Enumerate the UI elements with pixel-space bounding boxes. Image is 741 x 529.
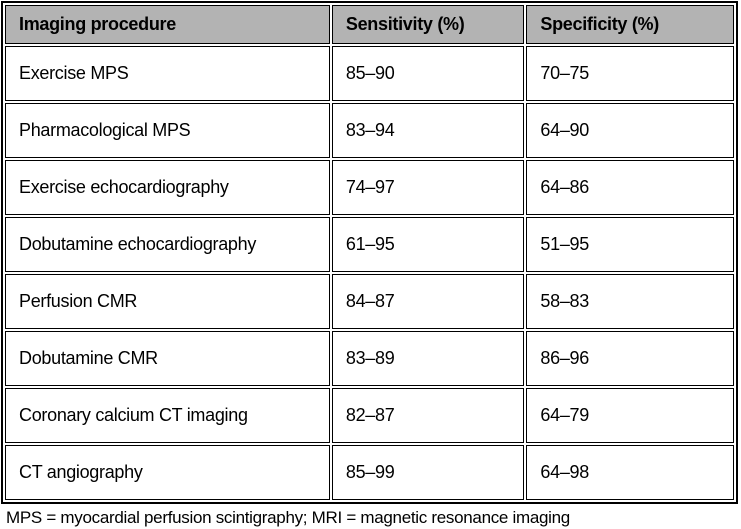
specificity-cell: 64–79	[526, 388, 734, 443]
column-header-specificity: Specificity (%)	[526, 5, 734, 44]
specificity-cell: 64–86	[526, 160, 734, 215]
procedure-cell: Exercise MPS	[5, 46, 330, 101]
sensitivity-cell: 85–99	[331, 445, 525, 500]
procedure-cell: Dobutamine echocardiography	[5, 217, 330, 272]
table-row: Coronary calcium CT imaging 82–87 64–79	[5, 388, 734, 443]
procedure-cell: CT angiography	[5, 445, 330, 500]
procedure-cell: Exercise echocardiography	[5, 160, 330, 215]
sensitivity-cell: 61–95	[331, 217, 525, 272]
specificity-cell: 70–75	[526, 46, 734, 101]
specificity-cell: 64–90	[526, 103, 734, 158]
procedure-cell: Pharmacological MPS	[5, 103, 330, 158]
table-row: Exercise MPS 85–90 70–75	[5, 46, 734, 101]
procedure-cell: Dobutamine CMR	[5, 331, 330, 386]
sensitivity-cell: 83–89	[331, 331, 525, 386]
imaging-diagnostics-table: Imaging procedure Sensitivity (%) Specif…	[1, 1, 738, 504]
column-header-sensitivity: Sensitivity (%)	[331, 5, 525, 44]
sensitivity-cell: 82–87	[331, 388, 525, 443]
table-row: Dobutamine echocardiography 61–95 51–95	[5, 217, 734, 272]
specificity-cell: 58–83	[526, 274, 734, 329]
sensitivity-cell: 74–97	[331, 160, 525, 215]
table-row: Exercise echocardiography 74–97 64–86	[5, 160, 734, 215]
table-row: Pharmacological MPS 83–94 64–90	[5, 103, 734, 158]
procedure-cell: Coronary calcium CT imaging	[5, 388, 330, 443]
procedure-cell: Perfusion CMR	[5, 274, 330, 329]
table-row: Perfusion CMR 84–87 58–83	[5, 274, 734, 329]
specificity-cell: 64–98	[526, 445, 734, 500]
specificity-cell: 51–95	[526, 217, 734, 272]
sensitivity-cell: 85–90	[331, 46, 525, 101]
table-body: Exercise MPS 85–90 70–75 Pharmacological MP…	[5, 46, 734, 500]
table-row: CT angiography 85–99 64–98	[5, 445, 734, 500]
abbreviation-footnote: MPS = myocardial perfusion scintigraphy;…	[6, 508, 570, 527]
table-row: Dobutamine CMR 83–89 86–96	[5, 331, 734, 386]
sensitivity-cell: 83–94	[331, 103, 525, 158]
column-header-imaging-procedure: Imaging procedure	[5, 5, 330, 44]
header-row: Imaging procedure Sensitivity (%) Specif…	[5, 5, 734, 44]
specificity-cell: 86–96	[526, 331, 734, 386]
sensitivity-cell: 84–87	[331, 274, 525, 329]
